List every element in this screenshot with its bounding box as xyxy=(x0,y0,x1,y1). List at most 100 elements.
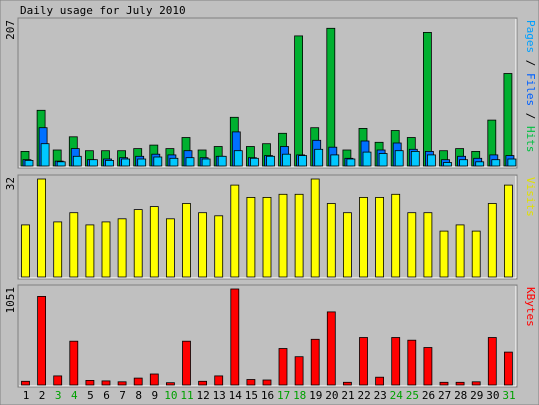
bar-kbytes xyxy=(230,288,240,386)
bar-visits xyxy=(375,196,385,278)
bar-kbytes xyxy=(423,347,433,386)
bar-kbytes xyxy=(85,379,95,386)
bar-visits xyxy=(69,212,79,278)
x-tick-label: 24 xyxy=(390,389,404,402)
bar-kbytes xyxy=(342,381,352,386)
bar-kbytes xyxy=(503,351,513,386)
bar-visits xyxy=(439,230,449,278)
bar-pages xyxy=(459,159,469,167)
bar-kbytes xyxy=(359,337,368,386)
visits-panel: 32 Visits xyxy=(4,174,537,280)
bar-pages xyxy=(426,154,436,167)
legend-part: KBytes xyxy=(524,287,537,327)
legend-part: Pages xyxy=(524,20,537,53)
bar-pages xyxy=(266,155,275,167)
bar-kbytes xyxy=(278,348,288,386)
bar-pages xyxy=(394,150,404,167)
bar-pages xyxy=(249,157,259,167)
x-tick-label: 26 xyxy=(422,389,435,402)
x-tick-label: 27 xyxy=(438,389,451,402)
bar-pages xyxy=(56,161,66,167)
x-tick-label: 25 xyxy=(406,389,419,402)
bar-hits xyxy=(422,32,432,167)
bar-pages xyxy=(491,159,501,167)
legend-part: Hits xyxy=(524,126,537,153)
bar-pages xyxy=(217,155,227,167)
bar-visits xyxy=(359,196,368,278)
panel-frame xyxy=(17,284,518,388)
bar-visits xyxy=(85,224,95,278)
x-tick-label: 8 xyxy=(135,389,142,402)
bar-visits xyxy=(198,212,208,278)
bar-kbytes xyxy=(310,338,320,386)
bar-visits xyxy=(310,178,320,278)
x-tick-label: 16 xyxy=(261,389,274,402)
y-max-label: 32 xyxy=(4,177,17,190)
x-tick-label: 3 xyxy=(55,389,62,402)
x-tick-label: 28 xyxy=(454,389,467,402)
bar-visits xyxy=(21,224,30,278)
x-tick-label: 9 xyxy=(151,389,158,402)
x-tick-label: 10 xyxy=(164,389,177,402)
bar-kbytes xyxy=(391,337,401,386)
bar-visits xyxy=(342,212,352,278)
x-tick-label: 6 xyxy=(103,389,110,402)
x-tick-label: 4 xyxy=(71,389,78,402)
bar-pages xyxy=(410,150,420,167)
bar-pages xyxy=(185,157,195,167)
bar-pages xyxy=(169,157,179,167)
bar-kbytes xyxy=(21,380,30,386)
panel-frame xyxy=(17,17,518,169)
bar-kbytes xyxy=(294,356,304,386)
bar-visits xyxy=(101,221,111,278)
x-tick-label: 21 xyxy=(341,389,354,402)
bar-pages xyxy=(24,159,34,167)
bar-pages xyxy=(282,153,291,167)
bar-visits xyxy=(503,184,513,278)
series-legend-label: Pages / Files / Hits xyxy=(524,20,537,153)
bar-visits xyxy=(471,230,481,278)
x-tick-label: 11 xyxy=(180,389,193,402)
chart-title: Daily usage for July 2010 xyxy=(20,4,186,17)
bar-visits xyxy=(230,184,240,278)
bar-kbytes xyxy=(214,375,224,386)
bar-visits xyxy=(487,203,497,278)
bar-pages xyxy=(153,156,163,167)
bar-pages xyxy=(105,159,114,167)
x-tick-label: 18 xyxy=(293,389,306,402)
bar-visits xyxy=(214,215,224,278)
bar-pages xyxy=(40,143,50,167)
x-tick-label: 15 xyxy=(245,389,258,402)
bar-visits xyxy=(423,212,433,278)
x-tick-label: 19 xyxy=(309,389,322,402)
bar-kbytes xyxy=(165,382,175,386)
bar-visits xyxy=(133,209,143,278)
hits-panel: 207 Pages / Files / Hits xyxy=(4,17,537,169)
bar-kbytes xyxy=(133,377,143,386)
bar-kbytes xyxy=(471,381,481,386)
bar-pages xyxy=(378,153,388,167)
bar-kbytes xyxy=(101,380,111,386)
legend-part: Visits xyxy=(524,177,537,217)
bar-pages xyxy=(72,155,82,167)
bar-visits xyxy=(53,221,63,278)
x-tick-label: 29 xyxy=(470,389,483,402)
x-tick-label: 1 xyxy=(23,389,30,402)
bar-visits xyxy=(326,203,336,278)
kbytes-panel: 1051 KBytes xyxy=(4,284,537,388)
x-tick-label: 17 xyxy=(277,389,290,402)
bar-kbytes xyxy=(69,340,79,386)
x-tick-label: 7 xyxy=(119,389,126,402)
x-tick-label: 5 xyxy=(87,389,94,402)
bar-pages xyxy=(137,158,147,167)
series-legend-label: KBytes xyxy=(524,287,537,327)
bar-visits xyxy=(117,218,127,278)
series-legend-label: Visits xyxy=(524,177,537,217)
bar-kbytes xyxy=(455,381,465,386)
bar-visits xyxy=(455,224,465,278)
legend-part: / xyxy=(524,53,537,73)
x-tick-label: 14 xyxy=(229,389,243,402)
bar-kbytes xyxy=(182,340,191,386)
x-tick-label: 2 xyxy=(39,389,46,402)
